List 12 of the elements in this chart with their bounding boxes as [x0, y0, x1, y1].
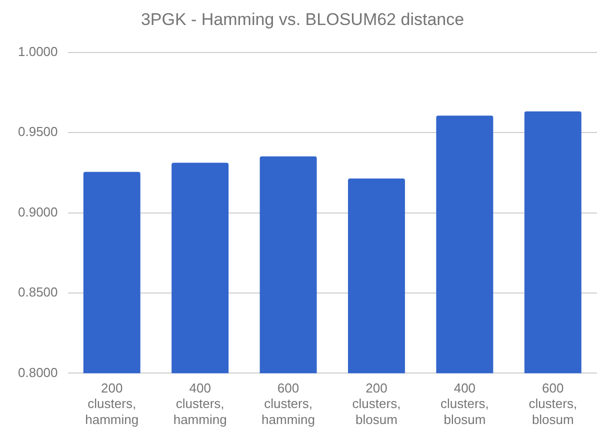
x-tick-label: 400 clusters, blosum [440, 380, 489, 427]
y-tick-label: 0.9000 [18, 204, 58, 220]
x-tick-label: 200 clusters, blosum [352, 380, 401, 427]
x-tick-label: 400 clusters, hamming [173, 380, 227, 427]
y-tick-label: 0.8000 [18, 364, 58, 380]
x-tick-label: 600 clusters, hamming [262, 380, 316, 427]
y-tick-label: 0.8500 [18, 284, 58, 300]
x-tick-label: 600 clusters, blosum [528, 380, 578, 427]
y-tick-label: 1.0000 [18, 44, 58, 59]
chart-title: 3PGK - Hamming vs. BLOSUM62 distance [140, 10, 464, 29]
x-tick-label: 200 clusters, hamming [85, 380, 139, 427]
y-tick-label: 0.9500 [18, 124, 58, 140]
